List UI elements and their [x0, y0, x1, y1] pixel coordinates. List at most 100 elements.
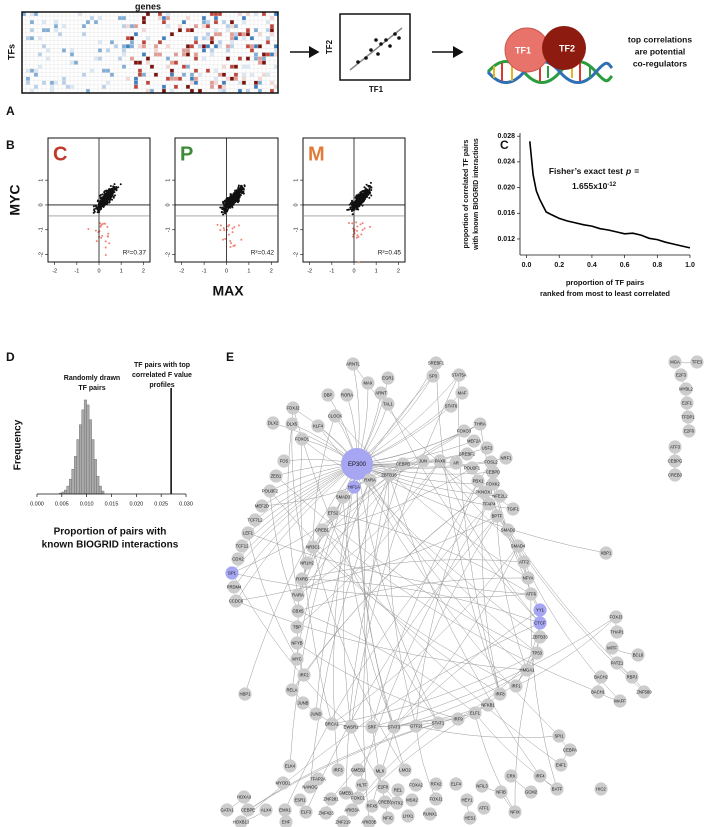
heatmap-cell — [74, 77, 78, 81]
heatmap-cell — [198, 28, 202, 32]
heatmap-cell — [154, 32, 158, 36]
y-tick-label: -2 — [38, 252, 44, 257]
heatmap-cell — [222, 61, 226, 65]
heatmap-cell — [190, 77, 194, 81]
heatmap-cell — [86, 16, 90, 20]
heatmap-cell — [146, 48, 150, 52]
heatmap-cell — [174, 85, 178, 89]
heatmap-cell — [74, 24, 78, 28]
heatmap-cell — [118, 65, 122, 69]
cloud-dot — [238, 186, 240, 188]
heatmap-cell — [214, 24, 218, 28]
heatmap-cell — [234, 61, 238, 65]
heatmap-cell — [218, 61, 222, 65]
heatmap-cell — [58, 77, 62, 81]
heatmap-cell — [182, 24, 186, 28]
heatmap-cell — [90, 61, 94, 65]
heatmap-cell — [90, 65, 94, 69]
heatmap-cell — [266, 73, 270, 77]
cloud-dot — [102, 193, 104, 195]
heatmap-cell — [254, 40, 258, 44]
heatmap-cell — [174, 36, 178, 40]
heatmap-cell — [134, 85, 138, 89]
heatmap-cell — [150, 40, 154, 44]
cloud-dot — [93, 210, 95, 212]
caption: are potential — [635, 46, 686, 56]
cloud-dot — [356, 206, 358, 208]
cloud-dot — [108, 191, 110, 193]
annotation-p: p — [625, 166, 631, 176]
heatmap-cell — [82, 24, 86, 28]
heatmap-cell — [26, 57, 30, 61]
node-label: SMAD3 — [336, 494, 351, 499]
node-label: TFAP2A — [310, 776, 326, 781]
x-axis-label: ranked from most to least correlated — [540, 289, 670, 298]
heatmap-cell — [126, 48, 130, 52]
heatmap-cell — [254, 24, 258, 28]
outlier-dot — [100, 226, 102, 228]
heatmap-cell — [230, 44, 234, 48]
heatmap-cell — [106, 53, 110, 57]
heatmap-cell — [210, 20, 214, 24]
histogram-bar — [82, 410, 84, 494]
heatmap-cell — [162, 44, 166, 48]
heatmap-cell — [82, 44, 86, 48]
heatmap-cell — [170, 28, 174, 32]
heatmap-cell — [114, 24, 118, 28]
heatmap-cell — [230, 32, 234, 36]
heatmap-cell — [102, 85, 106, 89]
heatmap-cell — [138, 65, 142, 69]
heatmap-cell — [194, 16, 198, 20]
heatmap-cell — [138, 73, 142, 77]
annotation-text: Fisher’s exact test — [549, 166, 623, 176]
heatmap-cell — [238, 81, 242, 85]
network: ARNTLEGR1SREBF1SP3STAT5AMAXARNTDBPRORATA… — [220, 355, 703, 827]
heatmap-cell — [238, 28, 242, 32]
heatmap-cell — [34, 48, 38, 52]
heatmap-cell — [222, 81, 226, 85]
heatmap-cell — [266, 69, 270, 73]
heatmap-cell — [78, 44, 82, 48]
heatmap-cell — [194, 61, 198, 65]
heatmap-cell — [206, 73, 210, 77]
heatmap-cell — [106, 73, 110, 77]
annotation-eq: = — [634, 166, 639, 176]
heatmap-cell — [26, 20, 30, 24]
heatmap-cell — [234, 73, 238, 77]
heatmap-cell — [214, 28, 218, 32]
y-tick-label: -1 — [38, 227, 44, 232]
heatmap-cell — [162, 40, 166, 44]
heatmap-cell — [106, 20, 110, 24]
annotation-exponent: -12 — [607, 182, 616, 188]
heatmap-cell — [118, 57, 122, 61]
heatmap-cell — [74, 53, 78, 57]
heatmap-cell — [94, 48, 98, 52]
heatmap-cell — [174, 57, 178, 61]
outlier-dot — [369, 226, 371, 228]
heatmap-cell — [202, 57, 206, 61]
heatmap-cell — [74, 16, 78, 20]
heatmap-cell — [258, 24, 262, 28]
heatmap-cell — [210, 28, 214, 32]
y-tick-label: 1 — [165, 179, 171, 182]
heatmap-cell — [126, 85, 130, 89]
outlier-dot — [107, 235, 109, 237]
heatmap-cell — [26, 24, 30, 28]
heatmap-cell — [214, 53, 218, 57]
cloud-dot — [230, 193, 232, 195]
node-label: MLX — [376, 768, 385, 773]
heatmap-cell — [178, 32, 182, 36]
node-label: XBP1 — [601, 550, 612, 555]
heatmap-cell — [178, 20, 182, 24]
heatmap-cell — [178, 48, 182, 52]
heatmap-cell — [66, 65, 70, 69]
heatmap-cell — [74, 44, 78, 48]
heatmap-cell — [202, 81, 206, 85]
heatmap-cell — [150, 61, 154, 65]
heatmap-cell — [138, 81, 142, 85]
heatmap-cell — [126, 20, 130, 24]
outlier-dot — [232, 245, 234, 247]
heatmap-cell — [86, 61, 90, 65]
node-label: SP3 — [429, 373, 438, 378]
heatmap-cell — [166, 32, 170, 36]
